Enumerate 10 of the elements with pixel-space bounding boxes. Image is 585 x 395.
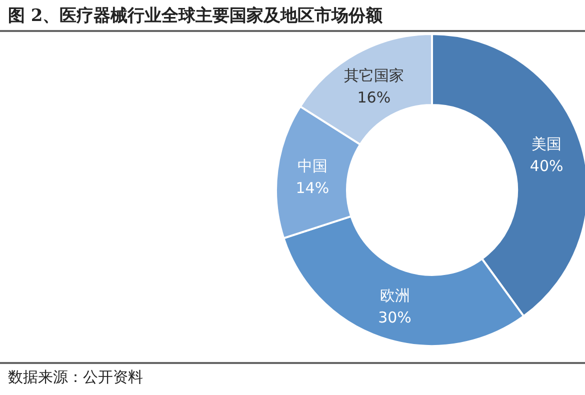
source-note: 数据来源：公开资料: [8, 368, 143, 387]
slice-label: 欧洲: [380, 286, 410, 305]
data-label: 40%: [530, 156, 564, 175]
slice-label: 中国: [297, 156, 328, 175]
chart-title: 图 2、医疗器械行业全球主要国家及地区市场份额: [8, 5, 383, 27]
slice-label: 美国: [532, 134, 562, 153]
data-label: 16%: [357, 88, 391, 106]
slice-label: 其它国家: [344, 66, 404, 84]
data-label: 30%: [378, 308, 412, 327]
data-label: 14%: [296, 178, 330, 197]
